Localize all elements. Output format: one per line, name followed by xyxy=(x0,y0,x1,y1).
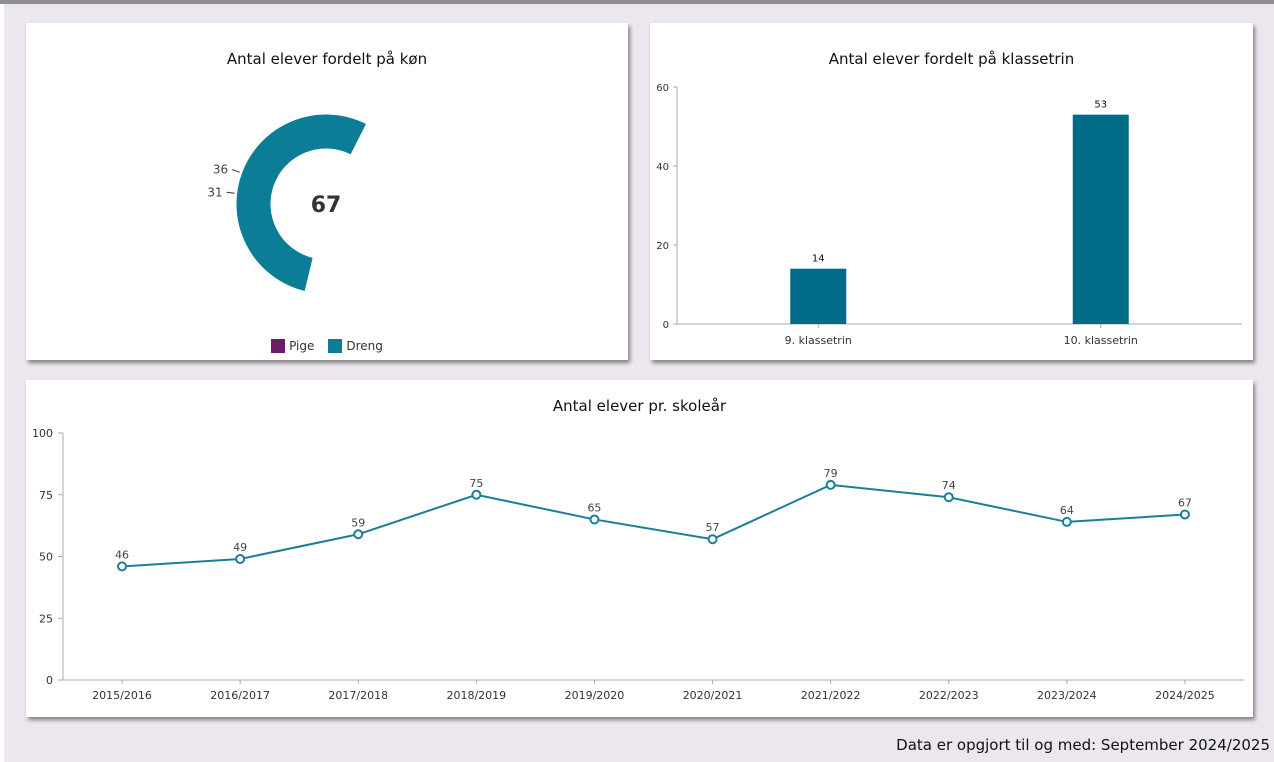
gender-chart-panel: Antal elever fordelt på køn 31 36 67 Pige … xyxy=(26,23,628,360)
line-category-label: 2024/2025 xyxy=(1155,689,1215,702)
line-y-tick-label: 100 xyxy=(32,427,53,440)
bar-y-tick-label: 20 xyxy=(656,241,669,252)
line-point-3 xyxy=(471,489,482,500)
line-point-2 xyxy=(353,529,364,540)
line-series xyxy=(121,483,1186,568)
line-value-label: 59 xyxy=(351,516,365,529)
line-point-0 xyxy=(117,561,128,572)
data-footnote: Data er opgjort til og med: September 20… xyxy=(896,736,1270,754)
legend-item-dreng[interactable]: Dreng xyxy=(328,339,383,353)
line-value-label: 79 xyxy=(824,467,838,480)
line-category-label: 2018/2019 xyxy=(446,689,506,702)
yearly-line-chart: 0 25 50 75 100 46 2015/2016 49 2016/2017 59 2017/2… xyxy=(32,427,1244,702)
legend-swatch-dreng xyxy=(328,339,343,353)
bar-y-tick-label: 60 xyxy=(656,83,669,94)
line-category-label: 2016/2017 xyxy=(210,689,270,702)
legend-label-pige: Pige xyxy=(289,339,315,353)
line-point-8 xyxy=(1061,516,1072,527)
line-point-6 xyxy=(825,479,836,490)
line-value-label: 49 xyxy=(233,541,247,554)
donut-leader-0 xyxy=(226,191,235,194)
line-y-tick-label: 50 xyxy=(39,551,53,564)
line-category-label: 2020/2021 xyxy=(683,689,743,702)
line-y-tick-label: 25 xyxy=(39,612,53,625)
line-value-label: 64 xyxy=(1060,504,1074,517)
donut-slice-dreng xyxy=(235,113,368,293)
donut-value-label-dreng: 36 xyxy=(213,163,228,177)
top-border xyxy=(0,0,1274,4)
line-category-label: 2023/2024 xyxy=(1037,689,1097,702)
line-value-label: 74 xyxy=(942,479,956,492)
line-point-1 xyxy=(235,553,246,564)
line-y-tick-label: 0 xyxy=(46,674,53,687)
gender-donut-chart: 31 36 67 xyxy=(207,113,368,293)
yearly-chart-panel: Antal elever pr. skoleår 0 25 50 75 100 46 201… xyxy=(26,380,1253,717)
left-strip xyxy=(0,4,4,762)
gender-chart-title: Antal elever fordelt på køn xyxy=(226,50,428,68)
line-value-label: 67 xyxy=(1178,497,1192,510)
gender-legend: Pige Dreng xyxy=(26,339,628,353)
donut-center-total: 67 xyxy=(311,193,342,218)
bar-category-label: 9. klassetrin xyxy=(785,334,852,347)
yearly-chart-title: Antal elever pr. skoleår xyxy=(552,397,727,415)
bar-1 xyxy=(1072,114,1129,325)
line-value-label: 57 xyxy=(706,521,720,534)
line-value-label: 75 xyxy=(469,477,483,490)
line-point-5 xyxy=(707,534,718,545)
bar-value-label: 14 xyxy=(812,254,825,265)
donut-leader-1 xyxy=(231,169,240,173)
donut-value-label-pige: 31 xyxy=(207,185,222,199)
line-point-4 xyxy=(589,514,600,525)
legend-item-pige[interactable]: Pige xyxy=(271,339,314,353)
legend-swatch-pige xyxy=(271,339,286,353)
bar-y-tick-label: 40 xyxy=(656,162,669,173)
bar-y-tick-label: 0 xyxy=(663,320,669,331)
line-category-label: 2021/2022 xyxy=(801,689,861,702)
bar-0 xyxy=(790,268,847,324)
grade-chart-title: Antal elever fordelt på klassetrin xyxy=(828,50,1075,68)
line-value-label: 46 xyxy=(115,548,129,561)
line-point-7 xyxy=(943,492,954,503)
grade-bar-chart: 0 20 40 60 14 9. klassetrin 53 10. klassetrin xyxy=(656,83,1242,347)
line-category-label: 2017/2018 xyxy=(328,689,388,702)
line-category-label: 2022/2023 xyxy=(919,689,979,702)
line-category-label: 2015/2016 xyxy=(92,689,152,702)
line-y-tick-label: 75 xyxy=(39,489,53,502)
legend-label-dreng: Dreng xyxy=(346,339,383,353)
bar-value-label: 53 xyxy=(1094,100,1107,111)
bar-category-label: 10. klassetrin xyxy=(1064,334,1138,347)
line-category-label: 2019/2020 xyxy=(565,689,625,702)
line-point-9 xyxy=(1179,509,1190,520)
grade-chart-panel: Antal elever fordelt på klassetrin 0 20 40… xyxy=(650,23,1253,360)
line-value-label: 65 xyxy=(587,501,601,514)
